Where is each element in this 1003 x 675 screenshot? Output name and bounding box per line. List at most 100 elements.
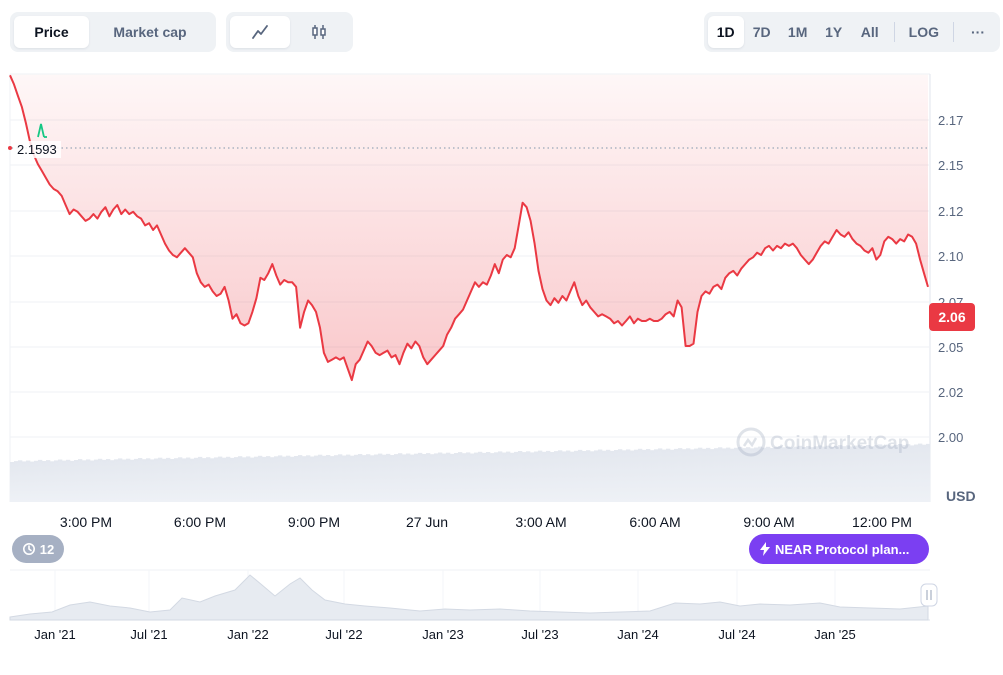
news-headline-text: NEAR Protocol plan... bbox=[775, 541, 910, 557]
volume-bar bbox=[134, 458, 139, 502]
volume-bar bbox=[710, 449, 715, 502]
volume-bar bbox=[902, 445, 907, 502]
volume-bar bbox=[394, 454, 399, 502]
line-chart-button[interactable] bbox=[230, 16, 290, 48]
price-tab[interactable]: Price bbox=[14, 16, 89, 48]
volume-bar bbox=[738, 446, 743, 502]
volume-bar bbox=[426, 453, 431, 502]
volume-bar bbox=[50, 461, 55, 502]
volume-bar bbox=[818, 445, 823, 502]
overview-x-axis: Jan '21 Jul '21 Jan '22 Jul '22 Jan '23 Jul '… bbox=[34, 627, 856, 642]
volume-bar bbox=[110, 460, 115, 502]
volume-bar bbox=[98, 458, 103, 502]
volume-bar bbox=[182, 458, 187, 502]
volume-bar bbox=[714, 448, 719, 502]
volume-bar bbox=[350, 455, 355, 502]
volume-bar bbox=[354, 454, 359, 502]
volume-bar bbox=[346, 454, 351, 502]
volume-bar bbox=[458, 452, 463, 502]
volume-bar bbox=[70, 460, 75, 502]
volume-bar bbox=[850, 446, 855, 502]
more-options-button[interactable]: ··· bbox=[971, 24, 985, 40]
volume-bar bbox=[750, 448, 755, 502]
overview-chart[interactable] bbox=[9, 569, 930, 621]
range-1m[interactable]: 1M bbox=[787, 24, 808, 40]
volume-bar bbox=[698, 447, 703, 502]
volume-bar bbox=[514, 451, 519, 502]
volume-bar bbox=[390, 455, 395, 502]
volume-bar bbox=[374, 454, 379, 502]
volume-bar bbox=[474, 452, 479, 502]
volume-bar bbox=[646, 449, 651, 502]
range-7d[interactable]: 7D bbox=[752, 24, 771, 40]
volume-bar bbox=[578, 449, 583, 502]
volume-bar bbox=[274, 456, 279, 502]
price-line bbox=[9, 74, 929, 382]
volume-bar bbox=[538, 450, 543, 502]
range-all[interactable]: All bbox=[860, 24, 879, 40]
volume-bar bbox=[638, 448, 643, 502]
volume-bar bbox=[286, 455, 291, 502]
volume-bar bbox=[894, 444, 899, 502]
volume-bar bbox=[386, 453, 391, 502]
volume-bar bbox=[234, 457, 239, 502]
volume-bar bbox=[266, 456, 271, 502]
volume-bar bbox=[886, 444, 891, 502]
coinmarketcap-watermark: CoinMarketCap bbox=[736, 427, 909, 457]
volume-bar bbox=[518, 451, 523, 502]
volume-bar bbox=[358, 454, 363, 502]
volume-bar bbox=[322, 455, 327, 502]
overview-x-tick-label: Jan '21 bbox=[34, 627, 76, 642]
range-1y[interactable]: 1Y bbox=[825, 24, 843, 40]
volume-bar bbox=[554, 451, 559, 502]
volume-bar bbox=[450, 453, 455, 502]
volume-bar bbox=[38, 459, 43, 502]
volume-bar bbox=[334, 455, 339, 502]
lightning-icon bbox=[760, 542, 770, 556]
volume-bar bbox=[666, 448, 671, 502]
x-tick-label: 6:00 AM bbox=[629, 514, 680, 530]
volume-bar bbox=[494, 452, 499, 502]
candlestick-chart-button[interactable] bbox=[290, 16, 350, 48]
volume-bar bbox=[102, 459, 107, 502]
volume-bar bbox=[490, 453, 495, 502]
volume-bar bbox=[506, 451, 511, 502]
volume-bar bbox=[918, 443, 923, 502]
volume-bar bbox=[526, 451, 531, 502]
volume-bar bbox=[562, 451, 567, 502]
y-axis: 2.172.152.122.102.072.052.022.00 bbox=[938, 113, 963, 445]
volume-bar bbox=[730, 448, 735, 502]
range-1d[interactable]: 1D bbox=[707, 16, 744, 48]
x-tick-label: 9:00 PM bbox=[288, 514, 340, 530]
volume-bar bbox=[238, 456, 243, 502]
overview-x-tick-label: Jan '24 bbox=[617, 627, 659, 642]
volume-bar bbox=[890, 445, 895, 502]
volume-bar bbox=[618, 449, 623, 502]
overview-handle[interactable] bbox=[920, 583, 938, 607]
volume-bar bbox=[90, 460, 95, 502]
volume-bar bbox=[210, 458, 215, 502]
volume-bar bbox=[874, 445, 879, 502]
news-history-button[interactable]: 12 bbox=[12, 535, 64, 563]
volume-bar bbox=[470, 453, 475, 502]
open-price-marker bbox=[8, 146, 12, 150]
volume-bar bbox=[206, 457, 211, 502]
watermark-text: CoinMarketCap bbox=[770, 433, 909, 454]
volume-bar bbox=[914, 444, 919, 502]
volume-bar bbox=[682, 449, 687, 502]
volume-bar bbox=[174, 458, 179, 502]
volume-bar bbox=[566, 450, 571, 502]
volume-bar bbox=[602, 450, 607, 502]
volume-bar bbox=[94, 459, 99, 502]
market-cap-tab[interactable]: Market cap bbox=[113, 24, 187, 40]
volume-bar bbox=[282, 456, 287, 502]
y-tick-label: 2.05 bbox=[938, 340, 963, 355]
volume-bar bbox=[558, 450, 563, 502]
candlestick-icon bbox=[312, 25, 326, 39]
volume-bar bbox=[586, 450, 591, 502]
log-scale-button[interactable]: LOG bbox=[908, 24, 939, 40]
volume-bar bbox=[410, 454, 415, 502]
volume-bar bbox=[250, 457, 255, 502]
news-headline-pill[interactable]: NEAR Protocol plan... bbox=[749, 534, 929, 564]
